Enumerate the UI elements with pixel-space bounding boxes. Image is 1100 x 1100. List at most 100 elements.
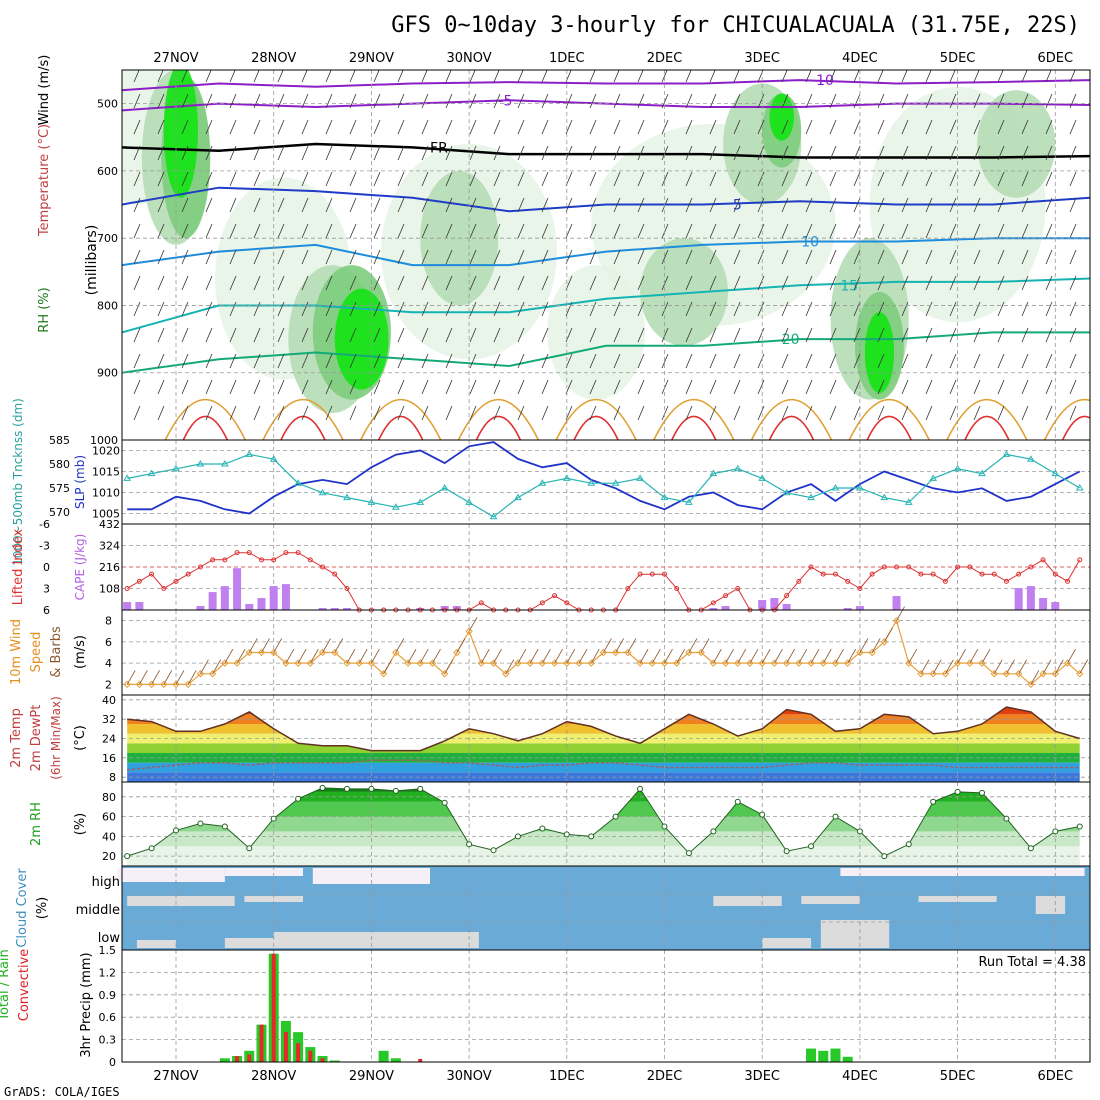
rh-point [930,798,937,805]
wind-barb [325,223,333,239]
hot-contour [1061,415,1090,440]
li-point [234,550,240,556]
wind-barb-10m [566,648,576,664]
rh-point [1052,828,1059,835]
wind-barb [925,145,933,161]
cloud-low-block [273,932,479,948]
wind-barb-10m [358,648,368,664]
wind-barb [925,301,933,317]
wind-speed-point [587,659,595,667]
wind-barb [445,249,453,265]
li-point [307,557,313,563]
wind-speed-point [282,659,290,667]
wind-barb-10m [859,638,869,653]
wind-barb [229,379,237,395]
wind-barb [205,249,213,265]
wind-barbs [133,70,1077,421]
wind-speed-point [1002,670,1011,678]
wind-barb [157,379,165,395]
wind-barb [421,145,429,161]
ylabel-rh2m-units: (%) [73,813,88,836]
wind-barb [829,353,837,369]
warm-contour [1043,399,1090,440]
cape-bar [330,608,339,610]
wind-barb [781,327,789,343]
tick-label: 1005 [92,508,120,521]
cloud-level-middle: middle [76,903,120,918]
thickness-point [318,488,327,496]
wind-barb [925,379,933,395]
ylabel-cape: CAPE (J/kg) [73,534,87,601]
rh-point [319,784,326,791]
li-point [295,550,301,556]
wind-barb [301,197,309,213]
x-tick-label: 30NOV [447,51,492,66]
wind-barb [541,119,549,135]
wind-barb [277,405,285,421]
wind-barb [733,327,741,343]
cloud-low-block [762,938,812,948]
thickness-point [172,464,180,472]
wind-barb [1021,249,1029,265]
wind-barb-10m [151,670,160,685]
wind-barb [517,119,525,135]
wind-speed-point [477,659,486,667]
hot-contour [377,415,424,440]
wind-speed-point [135,680,144,689]
li-point [918,571,924,577]
thickness-point [367,498,376,505]
rh-point [295,795,302,802]
wind-barb [637,249,645,265]
rh-point [734,798,741,805]
rh-point [759,811,766,818]
wind-speed-point [538,659,547,667]
wind-barb [949,405,957,421]
wind-barb [445,145,453,161]
wind-barb [949,223,957,239]
wind-barb [253,119,261,135]
thickness-point [733,464,742,472]
wind-barb [925,119,933,135]
precip-total-bar [378,1050,389,1062]
tick-label: 432 [99,518,120,531]
li-point [564,600,570,606]
wind-barb [301,405,309,421]
wind-barb [277,275,285,291]
wind-barb [349,275,357,291]
x-tick-label: 6DEC [1038,1069,1074,1084]
wind-barb [997,301,1005,317]
wind-barb [229,223,237,239]
tick-label: 1015 [92,466,120,479]
wind-barb [1069,379,1077,395]
wind-barb [205,145,213,161]
wind-barb [925,93,933,109]
wind-barb [757,405,765,421]
li-point [906,564,912,570]
wind-barb-10m [468,617,478,632]
ylabel-li: Lifted Index [11,528,26,605]
tick-label: 0 [109,1056,116,1069]
wind-speed-point [416,659,424,667]
wind-barb [589,145,597,161]
rh-point [856,828,863,835]
ylabel-units: (millibars) [84,225,100,296]
wind-barb [997,119,1005,135]
wind-barb [325,93,333,109]
wind-barb [445,171,453,187]
thickness-point [343,493,351,501]
wind-barb [973,249,981,265]
li-point [625,586,631,591]
wind-speed-point [184,680,192,689]
credit: GrADS: COLA/IGES [4,1085,120,1099]
wind-barb [349,145,357,161]
thickness-point [245,450,254,457]
li-point [149,571,155,577]
wind-barb [253,405,261,421]
wind-barb-10m [590,648,600,664]
wind-speed-point [294,659,302,667]
wind-barb [757,353,765,369]
wind-speed-point [782,659,791,667]
ylabel-temp-b: 2m DewPt [29,705,44,772]
wind-barb-10m [945,659,954,674]
wind-barb [373,119,381,135]
